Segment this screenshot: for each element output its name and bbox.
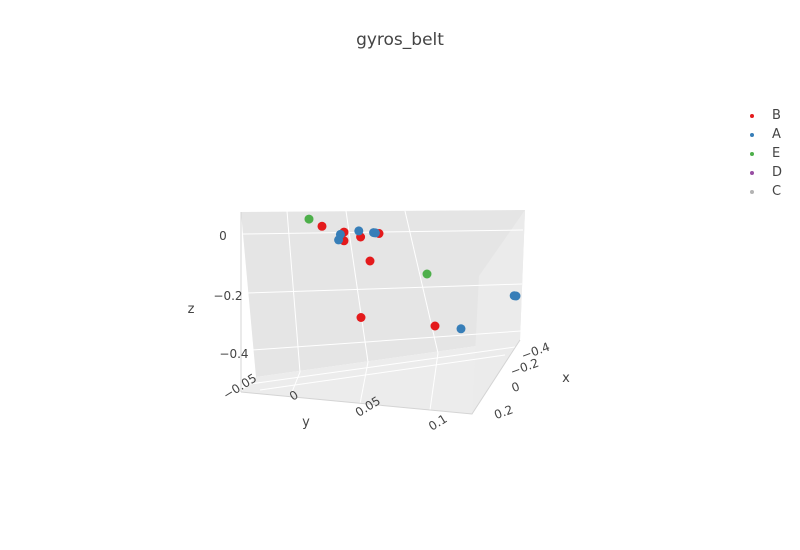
legend-label: D <box>772 165 783 180</box>
data-point-b[interactable] <box>317 221 327 231</box>
data-point-b[interactable] <box>356 313 366 322</box>
legend-label: C <box>772 184 782 199</box>
legend-label: A <box>772 127 781 142</box>
legend-item-b[interactable]: B <box>746 106 782 125</box>
legend-marker <box>750 132 754 137</box>
chart-title: gyros_belt <box>356 30 444 50</box>
grid-z-neg04 <box>251 330 522 351</box>
pane-edges <box>240 212 521 415</box>
legend-marker <box>750 189 754 194</box>
z-ticks: 0 −0.2 −0.4 <box>213 229 248 361</box>
floor-grid-5 <box>249 346 516 385</box>
grid-y-005 <box>345 210 369 363</box>
z-tick-label: −0.4 <box>219 347 248 361</box>
floor-grid-4 <box>259 354 506 391</box>
floor-grid-3 <box>429 352 439 411</box>
data-point-e[interactable] <box>422 269 432 279</box>
x-tick-label: 0 <box>510 379 522 395</box>
z-axis-title: z <box>188 302 195 317</box>
data-point-a[interactable] <box>334 235 344 245</box>
x-tick-label: −0.2 <box>509 356 541 379</box>
legend-label: E <box>772 146 781 161</box>
legend-marker <box>750 113 754 118</box>
data-point-a[interactable] <box>456 324 466 334</box>
data-point-a[interactable] <box>354 226 364 236</box>
right-wall <box>472 210 525 414</box>
data-point-e[interactable] <box>304 214 314 224</box>
legend-marker <box>750 170 754 175</box>
data-points <box>304 214 521 334</box>
legend-item-d[interactable]: D <box>746 163 782 182</box>
data-point-a[interactable] <box>369 228 379 238</box>
x-tick-label: 0.2 <box>492 402 515 422</box>
legend-marker <box>750 151 754 156</box>
grid-y-0 <box>286 210 301 373</box>
data-point-a[interactable] <box>509 291 519 301</box>
y-tick-label: 0.1 <box>426 412 450 434</box>
data-point-b[interactable] <box>430 321 440 331</box>
legend: B A E D C <box>746 106 782 201</box>
z-tick-label: −0.2 <box>213 289 242 303</box>
floor-pane <box>241 340 520 414</box>
legend-item-e[interactable]: E <box>746 144 782 163</box>
bottom-edge <box>240 339 521 415</box>
x-axis-title: x <box>562 371 570 386</box>
grid-z-neg02 <box>246 283 523 294</box>
y-axis-title: y <box>302 415 310 430</box>
legend-label: B <box>772 108 781 123</box>
legend-item-a[interactable]: A <box>746 125 782 144</box>
floor-grid-2 <box>359 361 369 405</box>
data-point-b[interactable] <box>365 256 375 266</box>
scene-panes <box>241 210 525 414</box>
legend-item-c[interactable]: C <box>746 182 782 201</box>
z-tick-label: 0 <box>219 229 227 243</box>
